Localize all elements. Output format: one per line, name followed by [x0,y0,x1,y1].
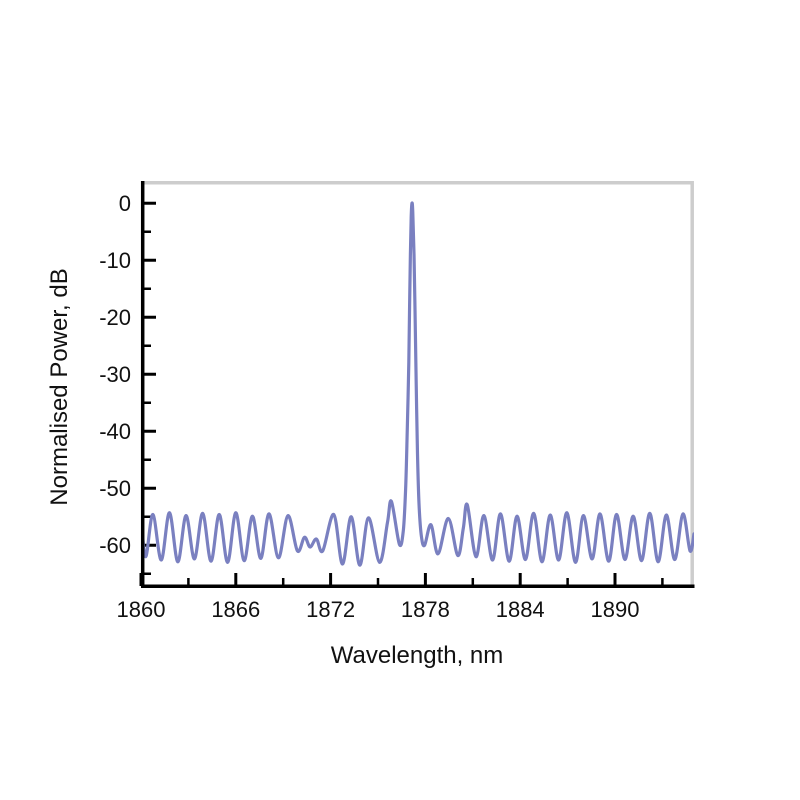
x-tick-label: 1878 [401,597,450,622]
x-tick-label: 1884 [496,597,545,622]
x-tick-label: 1890 [591,597,640,622]
x-axis-title: Wavelength, nm [331,642,504,669]
y-tick-label: -40 [99,419,131,444]
axis-spines [140,181,695,589]
y-axis-title: Normalised Power, dB [46,268,73,505]
x-tick-label: 1866 [211,597,260,622]
y-tick-label: -20 [99,305,131,330]
y-tick-label: -50 [99,476,131,501]
x-tick-label: 1860 [117,597,166,622]
x-tick-label: 1872 [306,597,355,622]
y-tick-label: -30 [99,362,131,387]
y-tick-label: -60 [99,533,131,558]
tick-labels: 1860 1866 1872 1878 1884 1890 0 -10 -20 -30 -40 -50… [99,191,639,622]
y-tick-label: 0 [119,191,131,216]
plot-frame-gray [141,181,694,588]
spectrum-trace [141,201,694,567]
y-tick-label: -10 [99,248,131,273]
